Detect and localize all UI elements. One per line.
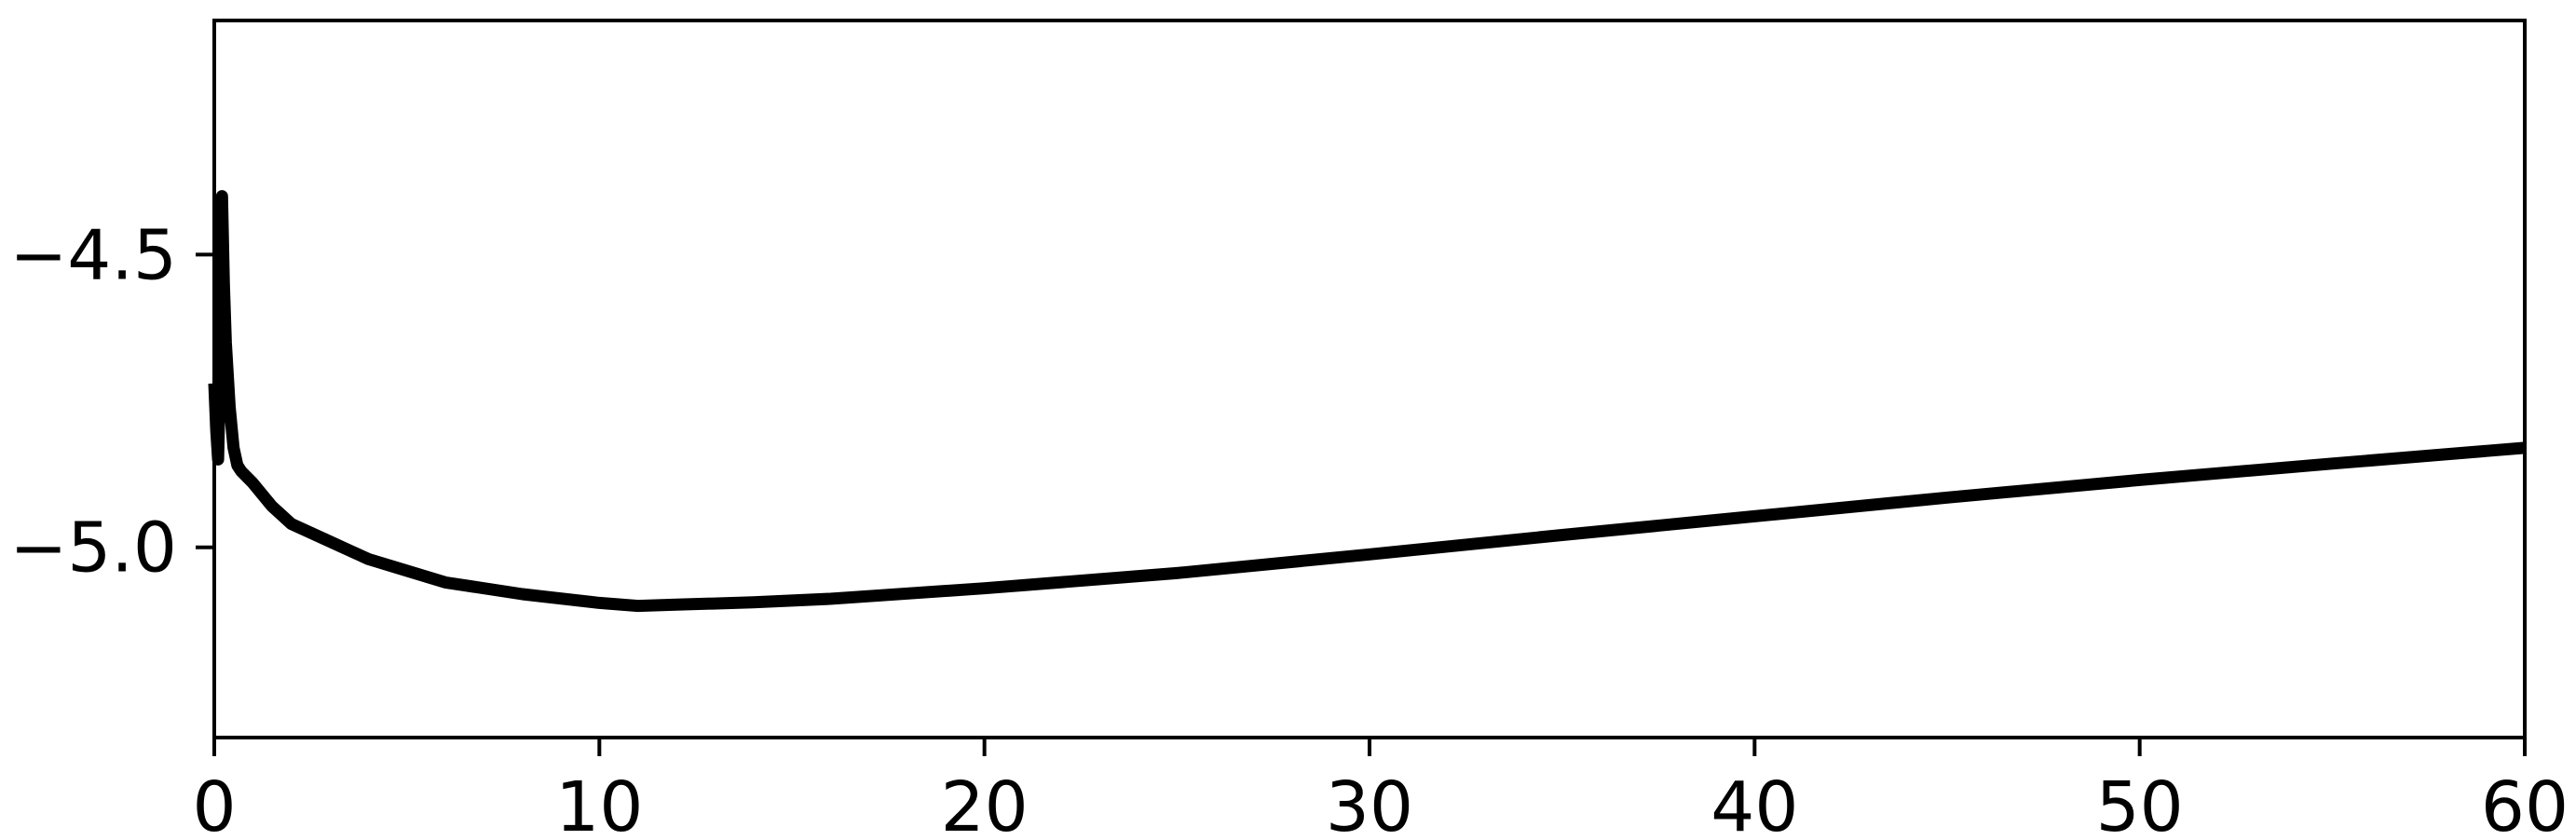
- plot-border: [212, 19, 2527, 739]
- y-axis: −4.5 −5.0: [9, 215, 214, 589]
- x-tick-label-4: 40: [1711, 767, 1798, 840]
- x-tick-label-3: 30: [1326, 767, 1413, 840]
- y-tick-label-0: −4.5: [9, 215, 177, 295]
- x-tick-label-6: 60: [2481, 767, 2569, 840]
- x-axis: 0 10 20 30 40 50 60: [192, 738, 2569, 840]
- series-layer: [208, 190, 2526, 613]
- x-tick-label-5: 50: [2096, 767, 2184, 840]
- x-tick-label-1: 10: [555, 767, 643, 840]
- series-line-0: [208, 190, 2526, 613]
- x-tick-label-0: 0: [192, 767, 236, 840]
- x-tick-label-2: 20: [941, 767, 1029, 840]
- plot-frame: [212, 19, 2527, 739]
- y-tick-label-1: −5.0: [9, 508, 177, 589]
